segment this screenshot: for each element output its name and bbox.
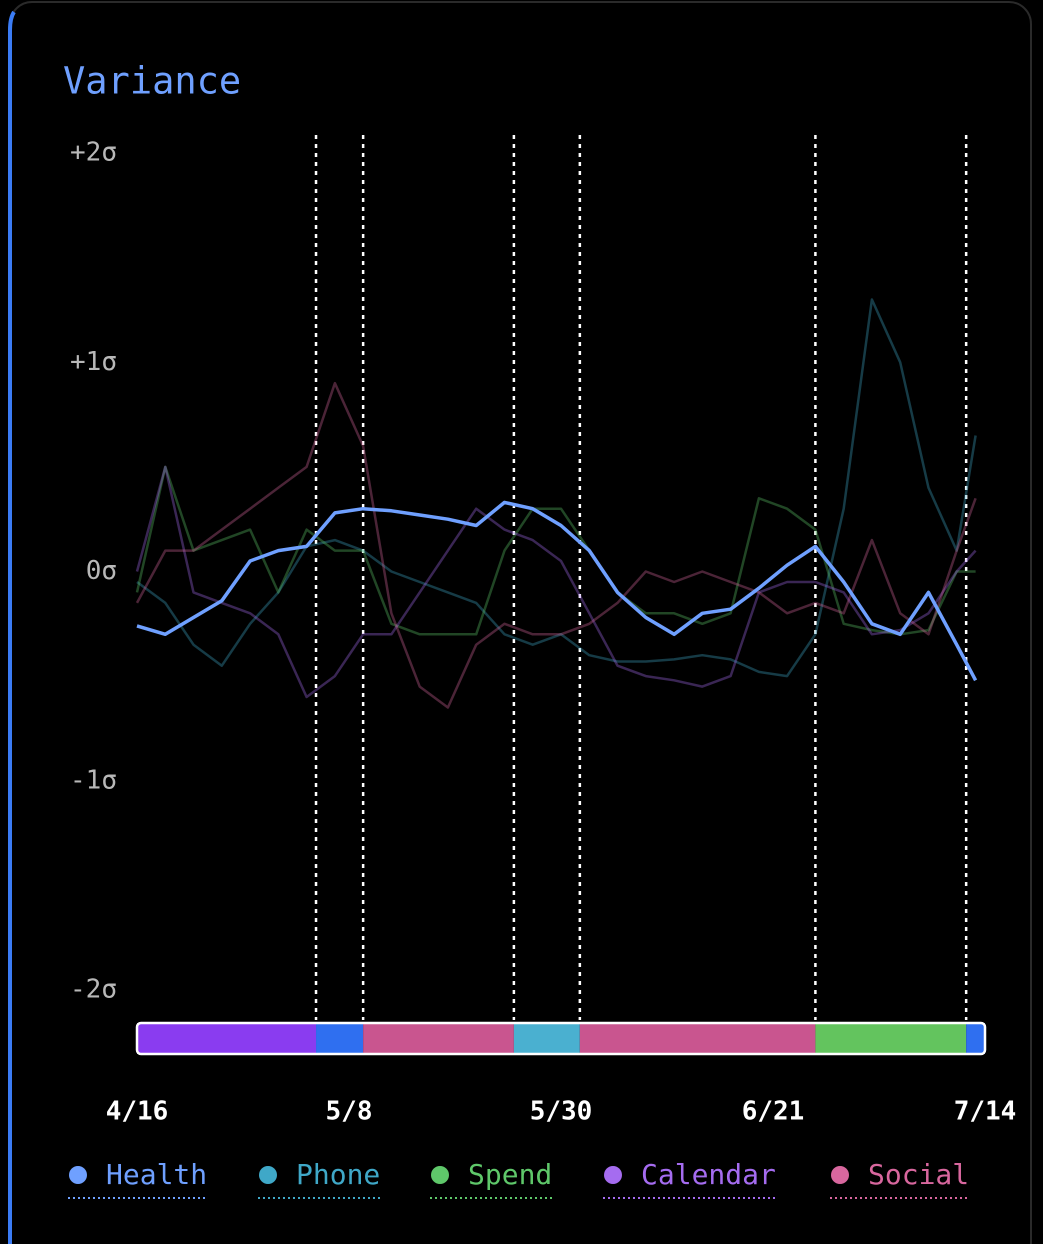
- legend-dot: [831, 1166, 849, 1184]
- y-tick-label: +1σ: [70, 347, 117, 377]
- accent-bar: [8, 10, 16, 1244]
- legend-label[interactable]: Phone: [296, 1158, 380, 1191]
- legend-dot: [259, 1166, 277, 1184]
- series-line: [135, 465, 976, 636]
- series-line: [135, 465, 977, 699]
- legend-dot: [69, 1166, 87, 1184]
- legend-label[interactable]: Spend: [468, 1158, 552, 1191]
- series-line: [136, 500, 978, 682]
- timeline-segment: [966, 1023, 985, 1054]
- x-tick-label: 6/21: [742, 1097, 805, 1127]
- legend-label[interactable]: Social: [868, 1158, 969, 1191]
- legend-dot: [431, 1166, 449, 1184]
- x-tick-label: 5/30: [530, 1097, 593, 1127]
- timeline-segment: [363, 1023, 514, 1054]
- legend-label[interactable]: Health: [106, 1158, 207, 1191]
- timeline-segment: [137, 1023, 317, 1054]
- chart-title: Variance: [63, 60, 241, 103]
- y-tick-label: +2σ: [70, 138, 117, 168]
- x-tick-label: 4/16: [106, 1097, 169, 1127]
- legend-dot: [604, 1166, 622, 1184]
- x-tick-label: 5/8: [326, 1097, 373, 1127]
- timeline-segment: [579, 1023, 816, 1054]
- timeline-segment: [513, 1023, 580, 1054]
- timeline-border: [135, 1021, 987, 1056]
- x-tick-label: 7/14: [954, 1097, 1017, 1127]
- series-line: [136, 298, 977, 678]
- legend-label[interactable]: Calendar: [641, 1158, 776, 1191]
- y-tick-label: -1σ: [70, 765, 117, 795]
- series-line: [135, 381, 977, 709]
- timeline-segment: [316, 1023, 364, 1054]
- timeline-segment: [815, 1023, 967, 1054]
- y-tick-label: -2σ: [70, 975, 117, 1005]
- card-border: [9, 1, 1032, 1244]
- y-tick-label: 0σ: [86, 556, 117, 586]
